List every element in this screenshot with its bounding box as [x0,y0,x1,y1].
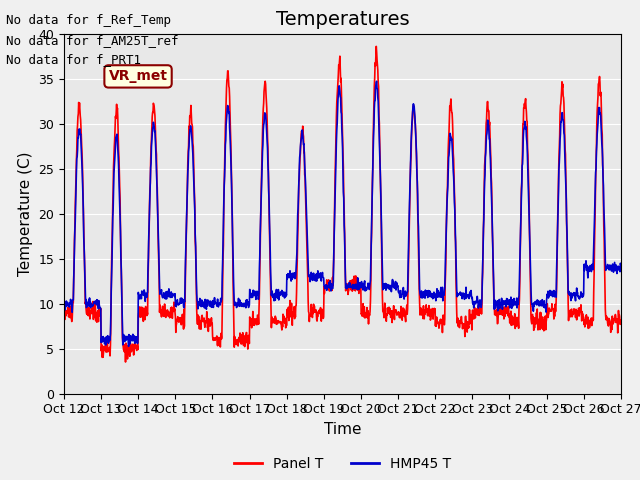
Text: No data for f_PRT1: No data for f_PRT1 [6,53,141,66]
Panel T [617,317,625,323]
Y-axis label: Temperature (C): Temperature (C) [18,151,33,276]
Text: VR_met: VR_met [109,70,168,84]
HMP45 T [125,344,132,349]
Panel T [429,309,437,315]
HMP45 T [184,161,192,167]
X-axis label: Time: Time [324,422,361,437]
Text: No data for f_Ref_Temp: No data for f_Ref_Temp [6,14,172,27]
Text: No data for f_AM25T_ref: No data for f_AM25T_ref [6,34,179,47]
Panel T [171,306,179,312]
Panel T [246,321,254,326]
HMP45 T [60,299,68,304]
Panel T [60,304,68,310]
HMP45 T [429,295,437,300]
Panel T [502,304,510,310]
HMP45 T [552,290,559,296]
Title: Temperatures: Temperatures [276,10,409,29]
HMP45 T [373,78,381,84]
Line: HMP45 T: HMP45 T [64,81,621,347]
HMP45 T [617,263,625,268]
HMP45 T [171,294,179,300]
HMP45 T [502,301,510,307]
Panel T [122,359,129,365]
Legend: Panel T, HMP45 T: Panel T, HMP45 T [228,452,456,477]
Line: Panel T: Panel T [64,47,621,362]
Panel T [184,149,192,155]
HMP45 T [246,293,254,299]
Panel T [552,309,559,314]
Panel T [372,44,380,49]
